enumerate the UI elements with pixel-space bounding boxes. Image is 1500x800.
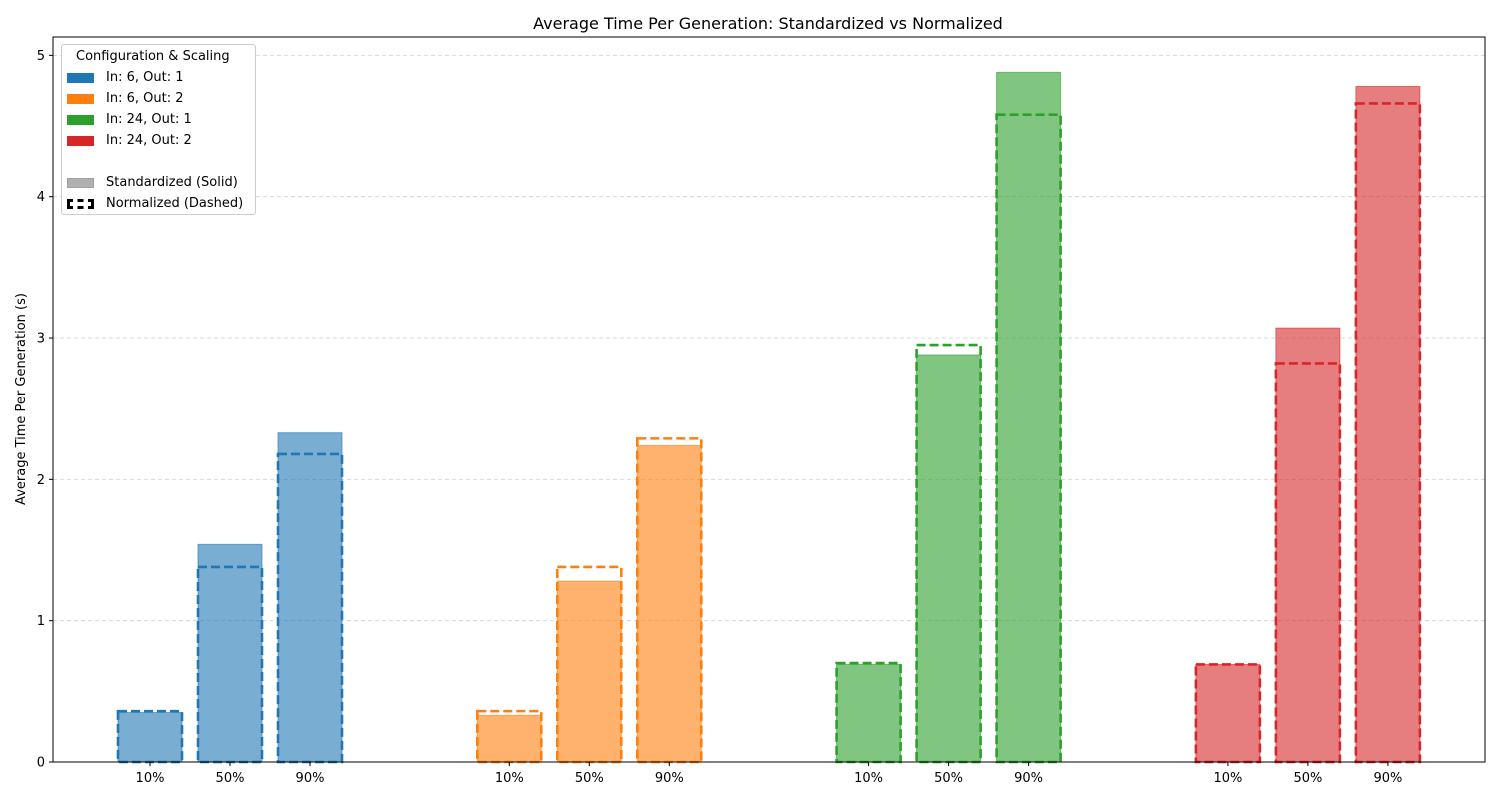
legend-label: Standardized (Solid) [106, 175, 238, 190]
legend-swatch [67, 73, 94, 83]
bar-normalized [1194, 663, 1262, 764]
x-tick-label: 10% [854, 771, 883, 786]
bar-standardized [916, 354, 982, 763]
legend-label: Normalized (Dashed) [106, 196, 244, 211]
legend-title: Configuration & Scaling [76, 49, 230, 64]
legend-swatch-solid [67, 178, 94, 188]
x-tick-label: 90% [655, 771, 684, 786]
legend-item-config-3: In: 24, Out: 1 [67, 112, 252, 128]
x-tick-label: 10% [136, 771, 165, 786]
x-tick-label: 50% [1293, 771, 1322, 786]
legend-swatch [67, 136, 94, 146]
bar-standardized [117, 712, 183, 763]
y-axis-label: Average Time Per Generation (s) [14, 293, 29, 505]
bar-standardized [1355, 85, 1421, 763]
bar-standardized [836, 663, 902, 763]
bar-standardized [556, 580, 622, 763]
bar-standardized [277, 432, 343, 763]
x-tick-label: 50% [934, 771, 963, 786]
y-tick-label: 2 [37, 473, 45, 488]
x-tick-label: 10% [1213, 771, 1242, 786]
legend-item-config-4: In: 24, Out: 2 [67, 133, 252, 149]
bar-standardized [476, 714, 542, 763]
bar-standardized [636, 444, 702, 763]
x-tick-label: 90% [1014, 771, 1043, 786]
legend-swatch [67, 94, 94, 104]
y-tick-label: 5 [37, 49, 45, 64]
chart-title: Average Time Per Generation: Standardize… [533, 14, 1003, 33]
legend-item-config-1: In: 6, Out: 1 [67, 70, 252, 86]
x-tick-label: 10% [495, 771, 524, 786]
y-tick-label: 3 [37, 332, 45, 347]
x-tick-label: 90% [296, 771, 325, 786]
bar-standardized [1195, 663, 1261, 763]
x-tick-label: 90% [1373, 771, 1402, 786]
bar-standardized [197, 543, 263, 763]
y-tick-label: 4 [37, 190, 45, 205]
legend-swatch [67, 115, 94, 125]
bar-standardized [996, 71, 1062, 763]
y-tick-label: 0 [37, 756, 45, 771]
bars [116, 71, 1422, 764]
legend-label: In: 24, Out: 2 [106, 133, 192, 148]
y-tick-label: 1 [37, 614, 45, 629]
axes: 0 1 2 3 4 5 10% 50% 90% 10% 50% 90% 10% 50% 90% 10% 50% 9… [37, 49, 1403, 786]
legend-label: In: 24, Out: 1 [106, 112, 192, 127]
x-tick-label: 50% [216, 771, 245, 786]
legend-label: In: 6, Out: 1 [106, 70, 184, 85]
legend-swatch-dashed [67, 199, 94, 209]
plot-frame [52, 36, 1486, 763]
x-tick-label: 50% [575, 771, 604, 786]
legend: Configuration & Scaling In: 6, Out: 1 In… [61, 44, 256, 215]
bar-normalized [835, 661, 902, 764]
legend-label: In: 6, Out: 2 [106, 91, 184, 106]
legend-item-config-2: In: 6, Out: 2 [67, 91, 252, 107]
grid-lines [53, 54, 1485, 622]
legend-item-standardized: Standardized (Solid) [67, 175, 252, 191]
bar-standardized [1275, 327, 1341, 763]
legend-item-normalized: Normalized (Dashed) [67, 196, 252, 212]
